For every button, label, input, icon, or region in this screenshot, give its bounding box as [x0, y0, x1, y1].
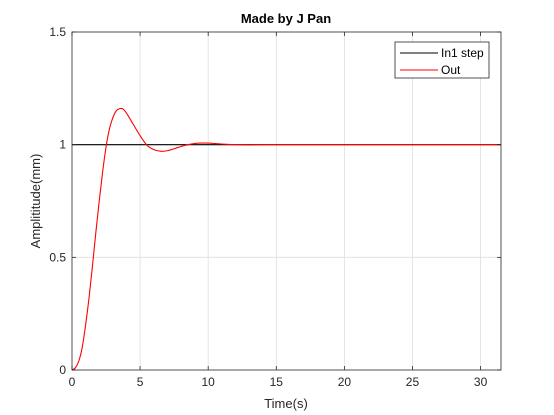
legend: In1 step Out — [394, 41, 490, 79]
plot-area — [72, 32, 501, 370]
legend-label-in1-step: In1 step — [441, 46, 484, 60]
plot-frame — [71, 31, 502, 371]
y-tick-label: 0 — [59, 363, 66, 377]
x-tick-label: 15 — [270, 375, 284, 389]
chart-title: Made by J Pan — [241, 11, 331, 26]
series-line-out — [71, 107, 501, 371]
legend-label-out: Out — [441, 63, 461, 77]
x-tick-label: 30 — [474, 375, 488, 389]
x-tick-label: 25 — [406, 375, 420, 389]
x-tick-label: 5 — [137, 375, 144, 389]
y-axis-label: Amplititude(mm) — [28, 154, 43, 249]
series-layer — [71, 107, 501, 371]
axis-ticks: 0 5 10 15 20 25 30 0 0.5 1 1.5 — [49, 25, 501, 389]
x-axis-label: Time(s) — [264, 396, 308, 411]
x-tick-label: 20 — [338, 375, 352, 389]
y-tick-label: 1.5 — [49, 25, 66, 39]
legend-box — [394, 41, 490, 79]
y-tick-label: 1 — [59, 138, 66, 152]
x-tick-label: 10 — [202, 375, 216, 389]
y-tick-label: 0.5 — [49, 250, 66, 264]
watermark-text: 知乎 @J Pan — [466, 387, 548, 403]
x-tick-label: 0 — [69, 375, 76, 389]
